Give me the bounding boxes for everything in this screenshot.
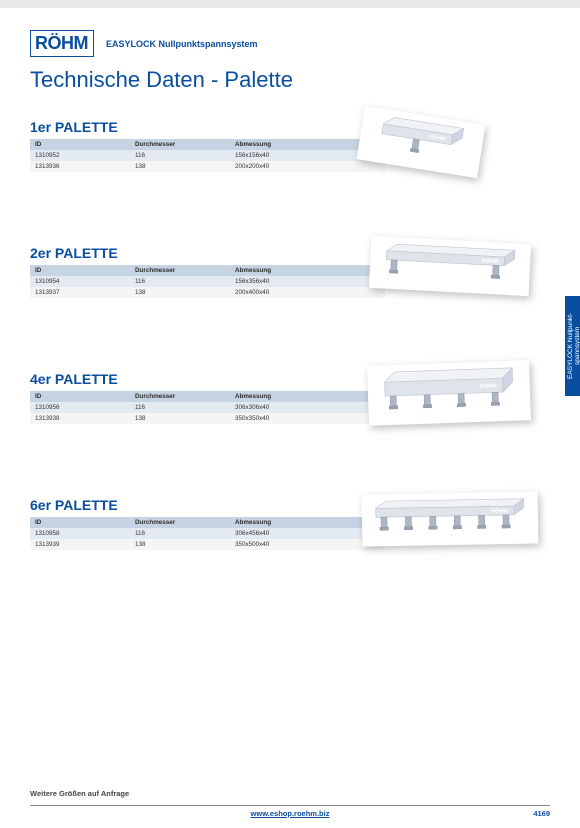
table-cell: 116	[130, 276, 230, 287]
palette-section: 6er PALETTEIDDurchmesserAbmessung1310958…	[30, 497, 550, 589]
table-cell: 1313937	[30, 287, 130, 298]
footer-divider	[30, 805, 550, 806]
svg-text:RÖHM: RÖHM	[491, 508, 508, 515]
footer-note: Weitere Größen auf Anfrage	[30, 789, 129, 798]
table-row: 1313939138350x500x40	[30, 539, 385, 550]
table-cell: 116	[130, 528, 230, 539]
table-row: 1313936138200x200x40	[30, 161, 385, 172]
table-header: ID	[30, 139, 130, 150]
table-cell: 1313936	[30, 161, 130, 172]
brand-logo: RÖHM	[30, 30, 94, 57]
footer-link[interactable]: www.eshop.roehm.biz	[0, 809, 580, 818]
table-row: 1313937138200x400x40	[30, 287, 385, 298]
header-subtitle: EASYLOCK Nullpunktspannsystem	[106, 39, 258, 49]
table-cell: 1310958	[30, 528, 130, 539]
table-header: Abmessung	[230, 265, 385, 276]
table-row: 1310956116306x306x40	[30, 402, 385, 413]
table-header: Durchmesser	[130, 139, 230, 150]
table-cell: 1313939	[30, 539, 130, 550]
table-header: ID	[30, 265, 130, 276]
table-header: Durchmesser	[130, 517, 230, 528]
table-cell: 138	[130, 413, 230, 424]
table-row: 1310958116306x456x40	[30, 528, 385, 539]
table-cell: 116	[130, 150, 230, 161]
table-cell: 138	[130, 287, 230, 298]
table-header: Durchmesser	[130, 265, 230, 276]
table-cell: 1310952	[30, 150, 130, 161]
spec-table: IDDurchmesserAbmessung1310954116156x356x…	[30, 265, 385, 298]
table-row: 1310954116156x356x40	[30, 276, 385, 287]
page-number: 4169	[533, 809, 550, 818]
side-tab: EASYLOCK Nullpunkt- spannsystem	[565, 296, 580, 396]
table-cell: 200x200x40	[230, 161, 385, 172]
palette-image: RÖHM	[367, 360, 531, 426]
table-header: ID	[30, 391, 130, 402]
table-header: ID	[30, 517, 130, 528]
svg-text:RÖHM: RÖHM	[480, 382, 497, 390]
svg-text:RÖHM: RÖHM	[481, 257, 499, 265]
palette-section: 2er PALETTEIDDurchmesserAbmessung1310954…	[30, 245, 550, 337]
table-cell: 1310956	[30, 402, 130, 413]
table-cell: 138	[130, 539, 230, 550]
palette-image: RÖHM	[362, 491, 539, 546]
table-cell: 1313938	[30, 413, 130, 424]
table-cell: 200x400x40	[230, 287, 385, 298]
table-row: 1310952116156x156x40	[30, 150, 385, 161]
palette-section: 1er PALETTEIDDurchmesserAbmessung1310952…	[30, 119, 550, 211]
spec-table: IDDurchmesserAbmessung1310952116156x156x…	[30, 139, 385, 172]
page-title: Technische Daten - Palette	[30, 67, 550, 93]
table-cell: 350x350x40	[230, 413, 385, 424]
table-header: Abmessung	[230, 391, 385, 402]
table-cell: 1310954	[30, 276, 130, 287]
table-cell: 306x306x40	[230, 402, 385, 413]
spec-table: IDDurchmesserAbmessung1310958116306x456x…	[30, 517, 385, 550]
table-cell: 116	[130, 402, 230, 413]
table-row: 1313938138350x350x40	[30, 413, 385, 424]
palette-section: 4er PALETTEIDDurchmesserAbmessung1310956…	[30, 371, 550, 463]
palette-image: RÖHM	[369, 236, 532, 296]
table-cell: 156x356x40	[230, 276, 385, 287]
spec-table: IDDurchmesserAbmessung1310956116306x306x…	[30, 391, 385, 424]
table-cell: 138	[130, 161, 230, 172]
table-header: Durchmesser	[130, 391, 230, 402]
